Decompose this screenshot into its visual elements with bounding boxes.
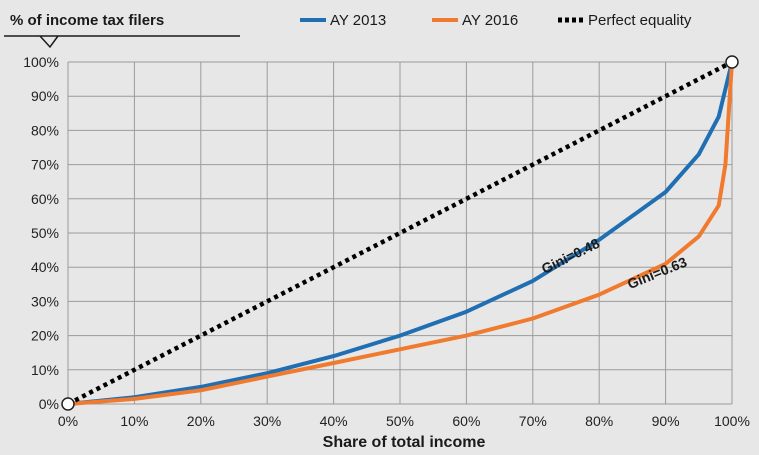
x-tick-label: 90% [652, 413, 680, 429]
series-layer [61, 55, 739, 411]
x-tick-label: 0% [58, 413, 78, 429]
grid [67, 61, 733, 405]
title-pointer [4, 35, 240, 49]
y-tick-label: 60% [31, 191, 59, 207]
y-tick-label: 50% [31, 225, 59, 241]
legend: AY 2013 AY 2016 Perfect equality [300, 12, 692, 29]
x-tick-label: 30% [253, 413, 281, 429]
x-axis-label: Share of total income [323, 434, 486, 451]
x-tick-label: 10% [120, 413, 148, 429]
legend-label-ay-2013: AY 2013 [330, 12, 386, 29]
series-line-ay-2016 [66, 60, 734, 406]
y-tick-label: 10% [31, 362, 59, 378]
series-line-ay-2013 [66, 60, 734, 406]
y-tick-label: 70% [31, 157, 59, 173]
y-tick-label: 20% [31, 328, 59, 344]
y-tick-label: 80% [31, 122, 59, 138]
y-tick-label: 90% [31, 88, 59, 104]
chart-title: % of income tax filers [10, 12, 164, 29]
annotations: Gini=0.48 Gini=0.63 [539, 235, 690, 292]
axis-ticks: 0% 10% 20% 30% 40% 50% 60% 70% 80% 90% 100% 0% 10% 20… [23, 54, 750, 429]
gini-annotation: Gini=0.48 [539, 235, 603, 277]
legend-label-perfect-equality: Perfect equality [588, 12, 692, 29]
gini-annotation: Gini=0.63 [625, 254, 689, 292]
x-tick-label: 50% [386, 413, 414, 429]
x-tick-label: 70% [519, 413, 547, 429]
legend-label-ay-2016: AY 2016 [462, 12, 518, 29]
x-tick-label: 100% [714, 413, 750, 429]
x-tick-label: 80% [585, 413, 613, 429]
x-tick-label: 60% [452, 413, 480, 429]
x-tick-label: 20% [187, 413, 215, 429]
y-tick-label: 0% [39, 396, 59, 412]
end-point-marker [725, 55, 739, 69]
y-tick-label: 30% [31, 293, 59, 309]
start-point-marker [61, 397, 75, 411]
x-tick-label: 40% [320, 413, 348, 429]
y-tick-label: 40% [31, 259, 59, 275]
y-tick-label: 100% [23, 54, 59, 70]
